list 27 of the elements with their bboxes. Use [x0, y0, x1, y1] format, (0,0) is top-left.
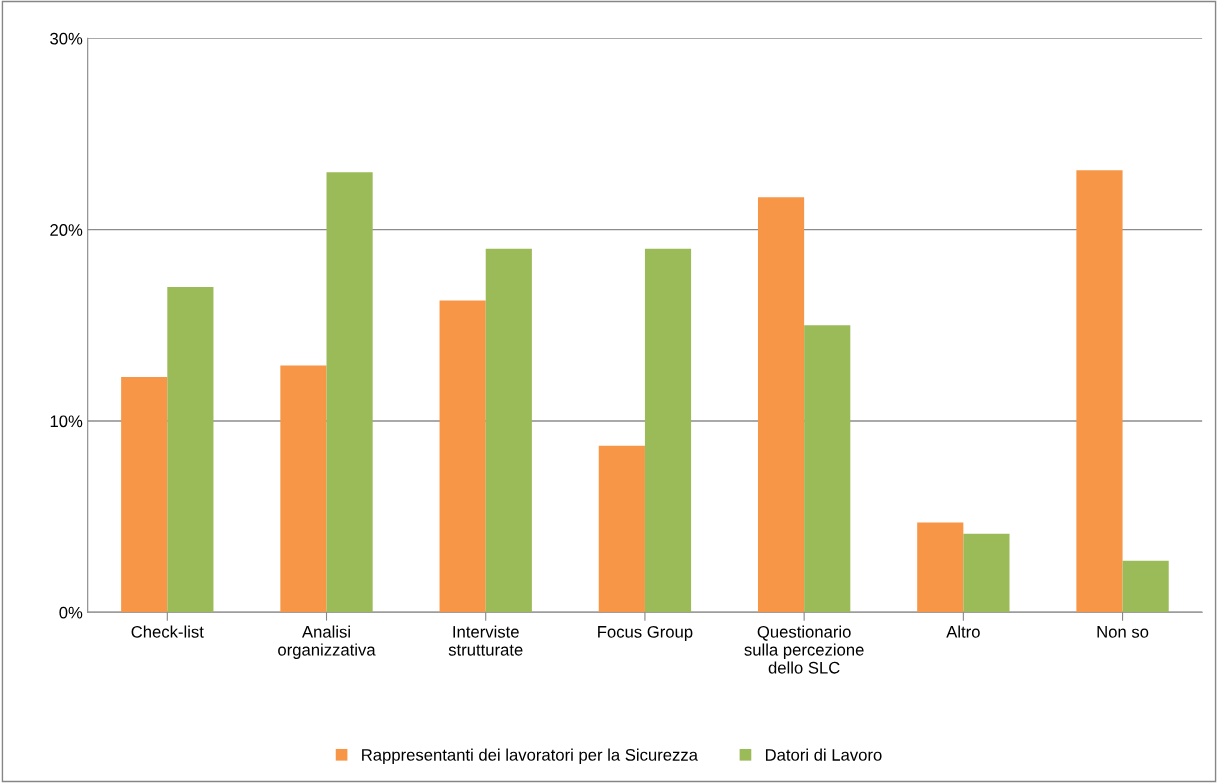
x-tick-label: Analisi organizzativa [278, 625, 376, 659]
legend-label: Datori di Lavoro [765, 748, 882, 761]
y-tick-label: 30% [50, 32, 83, 45]
bar [167, 287, 214, 613]
bar [917, 522, 964, 613]
y-tick-label: 10% [50, 415, 83, 428]
bar [326, 172, 373, 613]
x-tick-label: Altro [946, 625, 980, 638]
y-tick-label: 0% [59, 606, 83, 619]
bar [644, 248, 692, 613]
bar [1076, 170, 1123, 613]
bar [804, 325, 851, 613]
bar [1122, 560, 1169, 613]
x-tick-label: Focus Group [598, 625, 693, 642]
x-tick-label: Interviste strutturate [448, 625, 523, 656]
bar [485, 248, 532, 613]
x-tick-label: Non so [1097, 626, 1149, 638]
bar [280, 365, 327, 613]
bar [121, 376, 168, 613]
bar [963, 533, 1010, 613]
x-tick-label: Questionario sulla percezione dello SLC [744, 625, 864, 674]
bar [598, 445, 645, 613]
legend-label: Rappresentanti dei lavoratori per la Sicurezza [362, 748, 698, 765]
bar [757, 197, 805, 613]
x-tick-label: Check-list [131, 625, 204, 638]
y-tick-label: 20% [50, 224, 83, 236]
bar [439, 300, 486, 613]
